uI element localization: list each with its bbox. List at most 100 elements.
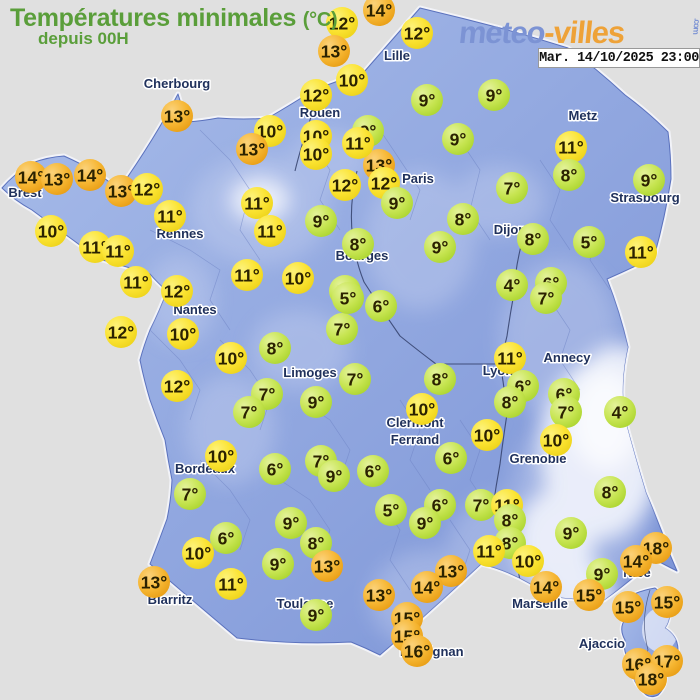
- svg-text:11°: 11°: [123, 273, 149, 293]
- svg-text:6°: 6°: [443, 449, 460, 469]
- svg-text:14°: 14°: [77, 166, 103, 186]
- svg-text:10°: 10°: [409, 400, 435, 420]
- svg-text:Ajaccio: Ajaccio: [579, 636, 625, 651]
- svg-text:9°: 9°: [419, 91, 436, 111]
- svg-text:Lille: Lille: [384, 48, 410, 63]
- svg-text:7°: 7°: [504, 179, 521, 199]
- svg-text:15°: 15°: [576, 586, 602, 606]
- svg-text:11°: 11°: [234, 266, 260, 286]
- svg-text:10°: 10°: [208, 447, 234, 467]
- svg-text:11°: 11°: [497, 349, 523, 369]
- svg-text:12°: 12°: [134, 180, 160, 200]
- svg-text:14°: 14°: [414, 578, 440, 598]
- svg-text:8°: 8°: [432, 370, 449, 390]
- svg-text:13°: 13°: [141, 573, 167, 593]
- svg-text:Annecy: Annecy: [544, 350, 592, 365]
- svg-text:Limoges: Limoges: [283, 365, 336, 380]
- svg-text:10°: 10°: [339, 71, 365, 91]
- svg-text:6°: 6°: [267, 460, 284, 480]
- svg-text:9°: 9°: [308, 393, 325, 413]
- svg-text:12°: 12°: [164, 377, 190, 397]
- svg-text:9°: 9°: [486, 86, 503, 106]
- svg-text:9°: 9°: [432, 238, 449, 258]
- svg-text:14°: 14°: [533, 578, 559, 598]
- svg-text:5°: 5°: [340, 289, 357, 309]
- svg-text:12°: 12°: [108, 323, 134, 343]
- svg-text:9°: 9°: [283, 514, 300, 534]
- svg-text:8°: 8°: [308, 534, 325, 554]
- svg-text:7°: 7°: [259, 385, 276, 405]
- svg-text:9°: 9°: [313, 212, 330, 232]
- svg-text:13°: 13°: [321, 42, 347, 62]
- svg-text:10°: 10°: [474, 426, 500, 446]
- svg-text:14°: 14°: [18, 168, 44, 188]
- svg-text:12°: 12°: [303, 86, 329, 106]
- svg-text:11°: 11°: [244, 194, 270, 214]
- svg-text:18°: 18°: [638, 670, 664, 690]
- svg-text:8°: 8°: [267, 339, 284, 359]
- svg-text:8°: 8°: [350, 235, 367, 255]
- svg-text:11°: 11°: [558, 138, 584, 158]
- svg-text:11°: 11°: [218, 575, 244, 595]
- svg-text:10°: 10°: [285, 269, 311, 289]
- svg-text:Cherbourg: Cherbourg: [144, 76, 211, 91]
- svg-text:10°: 10°: [38, 222, 64, 242]
- svg-text:8°: 8°: [502, 393, 519, 413]
- svg-text:7°: 7°: [347, 370, 364, 390]
- svg-text:15°: 15°: [615, 598, 641, 618]
- svg-text:8°: 8°: [455, 210, 472, 230]
- svg-text:10°: 10°: [303, 145, 329, 165]
- svg-text:4°: 4°: [504, 276, 521, 296]
- svg-text:10°: 10°: [218, 349, 244, 369]
- svg-text:Paris: Paris: [402, 171, 434, 186]
- svg-text:9°: 9°: [641, 171, 658, 191]
- svg-text:11°: 11°: [257, 222, 283, 242]
- svg-text:11°: 11°: [476, 542, 502, 562]
- svg-text:16°: 16°: [404, 642, 430, 662]
- svg-text:Ferrand: Ferrand: [391, 432, 439, 447]
- svg-text:11°: 11°: [105, 242, 131, 262]
- svg-text:13°: 13°: [108, 182, 134, 202]
- svg-text:Metz: Metz: [569, 108, 598, 123]
- svg-text:9°: 9°: [326, 467, 343, 487]
- svg-text:6°: 6°: [218, 529, 235, 549]
- svg-text:5°: 5°: [581, 233, 598, 253]
- svg-text:12°: 12°: [404, 24, 430, 44]
- svg-text:11°: 11°: [345, 134, 371, 154]
- svg-text:13°: 13°: [44, 170, 70, 190]
- svg-text:9°: 9°: [450, 130, 467, 150]
- svg-text:13°: 13°: [438, 562, 464, 582]
- svg-text:15°: 15°: [654, 593, 680, 613]
- svg-text:7°: 7°: [182, 485, 199, 505]
- svg-text:7°: 7°: [334, 320, 351, 340]
- svg-text:8°: 8°: [561, 166, 578, 186]
- svg-text:10°: 10°: [185, 544, 211, 564]
- svg-text:12°: 12°: [332, 176, 358, 196]
- svg-text:9°: 9°: [389, 194, 406, 214]
- svg-text:14°: 14°: [623, 552, 649, 572]
- svg-text:12°: 12°: [164, 282, 190, 302]
- svg-text:8°: 8°: [525, 230, 542, 250]
- svg-text:13°: 13°: [164, 107, 190, 127]
- svg-text:11°: 11°: [157, 207, 183, 227]
- svg-text:9°: 9°: [308, 606, 325, 626]
- svg-text:8°: 8°: [602, 483, 619, 503]
- svg-text:14°: 14°: [366, 1, 392, 21]
- svg-text:10°: 10°: [170, 325, 196, 345]
- svg-text:7°: 7°: [558, 403, 575, 423]
- svg-text:13°: 13°: [366, 586, 392, 606]
- svg-text:4°: 4°: [612, 403, 629, 423]
- svg-text:13°: 13°: [314, 557, 340, 577]
- svg-text:9°: 9°: [417, 514, 434, 534]
- svg-text:10°: 10°: [515, 552, 541, 572]
- svg-text:11°: 11°: [628, 243, 654, 263]
- svg-text:7°: 7°: [473, 496, 490, 516]
- svg-text:5°: 5°: [383, 501, 400, 521]
- svg-text:13°: 13°: [239, 140, 265, 160]
- svg-text:9°: 9°: [270, 555, 287, 575]
- svg-text:6°: 6°: [373, 297, 390, 317]
- svg-text:9°: 9°: [563, 524, 580, 544]
- svg-text:10°: 10°: [543, 431, 569, 451]
- svg-text:7°: 7°: [241, 403, 258, 423]
- svg-text:7°: 7°: [538, 289, 555, 309]
